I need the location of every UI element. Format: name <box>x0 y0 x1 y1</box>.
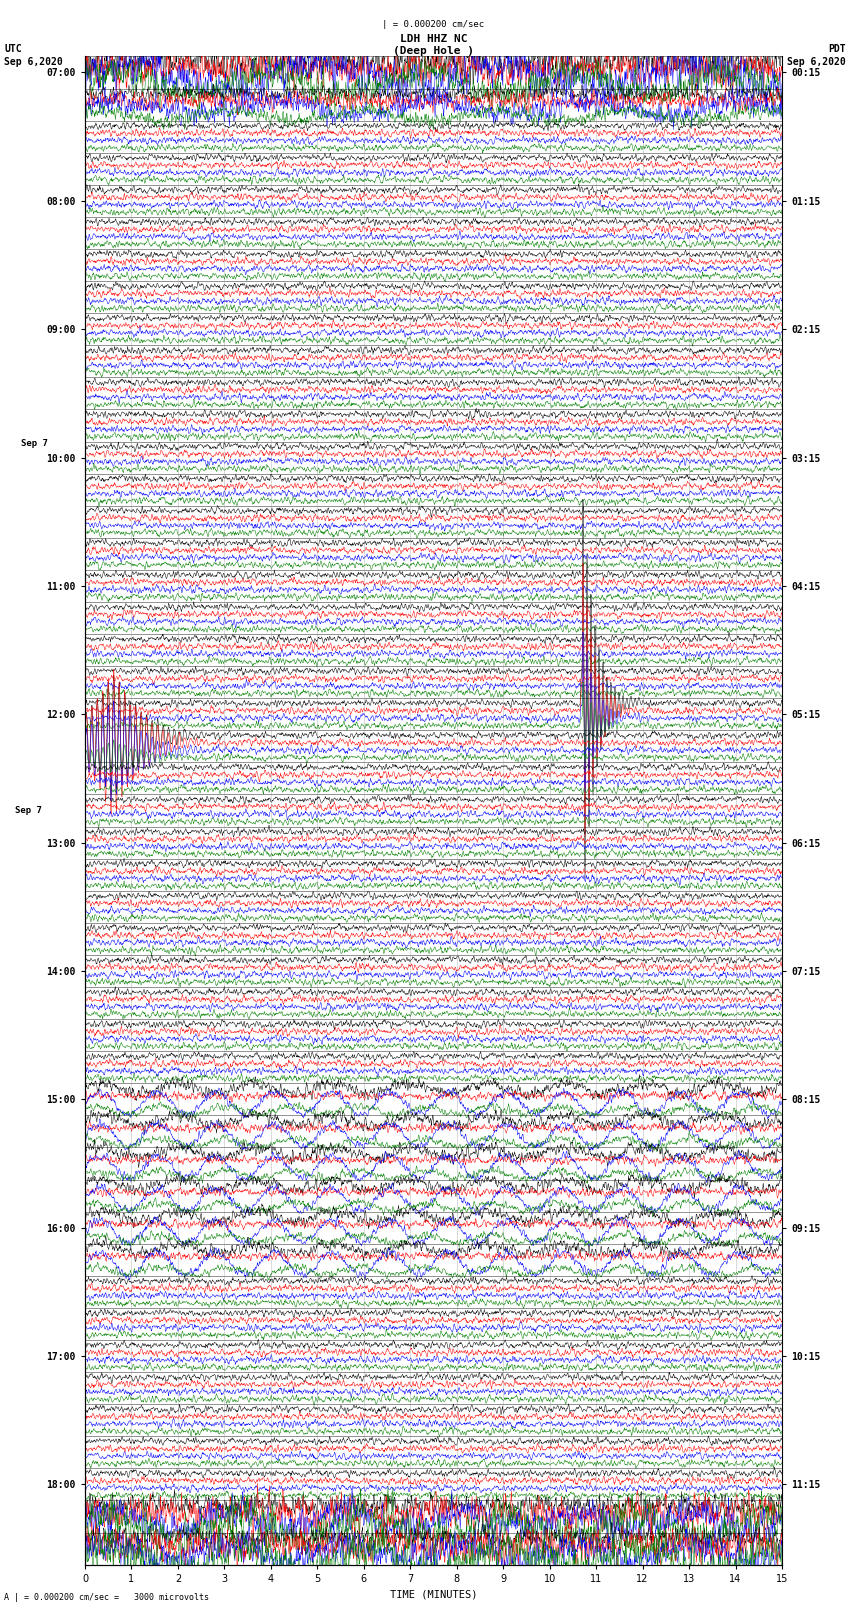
Text: Sep 7: Sep 7 <box>15 806 42 815</box>
Text: UTC: UTC <box>4 44 22 53</box>
Text: Sep 6,2020: Sep 6,2020 <box>787 56 846 66</box>
Text: | = 0.000200 cm/sec: | = 0.000200 cm/sec <box>382 21 484 29</box>
X-axis label: TIME (MINUTES): TIME (MINUTES) <box>390 1589 477 1598</box>
Text: Sep 6,2020: Sep 6,2020 <box>4 56 63 66</box>
Text: A | = 0.000200 cm/sec =   3000 microvolts: A | = 0.000200 cm/sec = 3000 microvolts <box>4 1594 209 1602</box>
Title: LDH HHZ NC
(Deep Hole ): LDH HHZ NC (Deep Hole ) <box>393 34 474 56</box>
Text: PDT: PDT <box>828 44 846 53</box>
Text: Sep 7: Sep 7 <box>21 439 48 448</box>
